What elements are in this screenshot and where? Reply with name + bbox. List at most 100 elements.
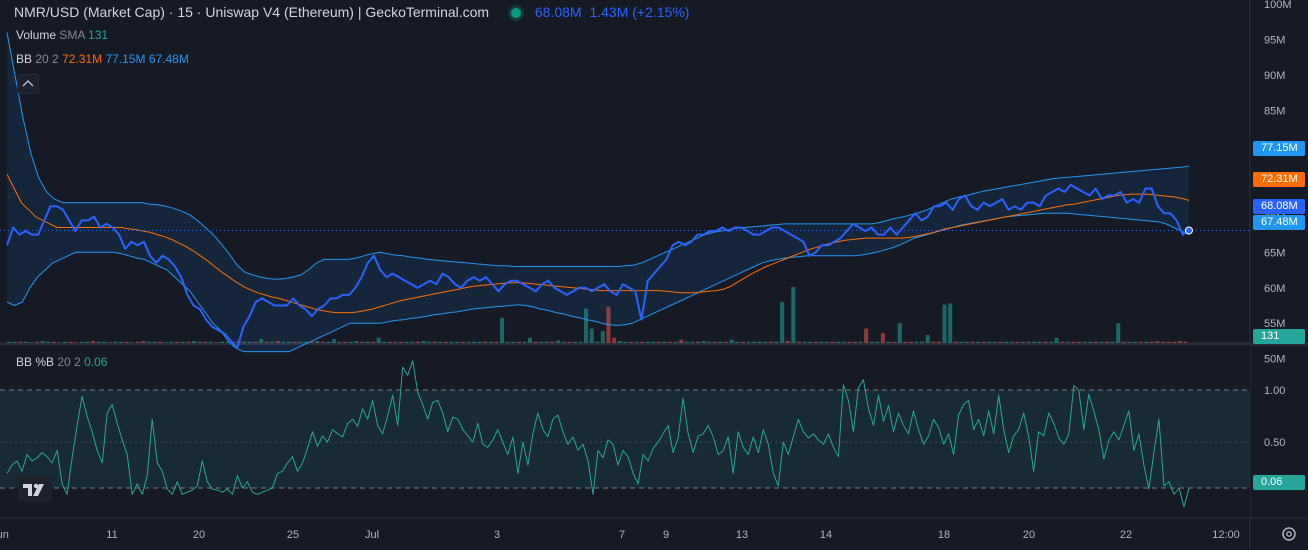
volume-bar[interactable]: [1093, 341, 1098, 343]
volume-bar[interactable]: [1144, 341, 1149, 343]
volume-bar[interactable]: [23, 341, 28, 343]
volume-bar[interactable]: [1121, 341, 1126, 343]
volume-bar[interactable]: [85, 341, 90, 343]
volume-bar[interactable]: [477, 341, 482, 343]
volume-bar[interactable]: [970, 341, 975, 343]
volume-bar[interactable]: [1138, 341, 1143, 343]
market-cap-line[interactable]: [6, 183, 1190, 350]
tradingview-logo[interactable]: [18, 476, 52, 502]
volume-bar[interactable]: [735, 341, 740, 343]
volume-bar[interactable]: [612, 337, 617, 343]
volume-bar[interactable]: [690, 341, 695, 343]
volume-bar[interactable]: [365, 341, 370, 343]
volume-bar[interactable]: [191, 341, 196, 343]
volume-bar[interactable]: [1060, 341, 1065, 343]
volume-bar[interactable]: [724, 341, 729, 343]
volume-bar[interactable]: [163, 342, 168, 343]
volume-bar[interactable]: [281, 341, 286, 343]
volume-bar[interactable]: [12, 341, 17, 343]
volume-bar[interactable]: [79, 341, 84, 343]
volume-bar[interactable]: [449, 341, 454, 343]
volume-bar[interactable]: [309, 341, 314, 343]
volume-bar[interactable]: [595, 341, 600, 343]
volume-bar[interactable]: [948, 303, 953, 343]
volume-bar[interactable]: [354, 341, 359, 343]
volume-bar[interactable]: [640, 341, 645, 343]
volume-bar[interactable]: [864, 328, 869, 344]
volume-bar[interactable]: [438, 341, 443, 343]
volume-bar[interactable]: [824, 341, 829, 343]
volume-bar[interactable]: [460, 341, 465, 343]
volume-bar[interactable]: [275, 341, 280, 343]
volume-bar[interactable]: [1166, 341, 1171, 343]
volume-bar[interactable]: [1043, 341, 1048, 343]
volume-bar[interactable]: [124, 341, 129, 343]
volume-bar[interactable]: [1127, 341, 1132, 343]
volume-bar[interactable]: [544, 341, 549, 343]
volume-bar[interactable]: [528, 337, 533, 343]
volume-bar[interactable]: [1183, 341, 1188, 343]
volume-bar[interactable]: [219, 341, 224, 343]
volume-bar[interactable]: [343, 341, 348, 343]
pctb-line[interactable]: [6, 360, 1190, 508]
volume-bar[interactable]: [74, 342, 79, 343]
volume-bar[interactable]: [472, 341, 477, 343]
bb-legend[interactable]: BB 20 2 72.31M 77.15M 67.48M: [16, 52, 189, 66]
volume-bar[interactable]: [920, 341, 925, 343]
volume-bar[interactable]: [774, 341, 779, 343]
volume-bar[interactable]: [992, 341, 997, 343]
volume-bar[interactable]: [998, 341, 1003, 343]
volume-bar[interactable]: [645, 341, 650, 343]
volume-bar[interactable]: [7, 341, 12, 343]
volume-bar[interactable]: [964, 341, 969, 343]
volume-bar[interactable]: [1110, 341, 1115, 343]
volume-bar[interactable]: [567, 341, 572, 343]
volume-bar[interactable]: [651, 341, 656, 343]
volume-bar[interactable]: [1105, 341, 1110, 343]
volume-bar[interactable]: [886, 341, 891, 343]
volume-bar[interactable]: [539, 341, 544, 343]
volume-bar[interactable]: [130, 342, 135, 343]
volume-bar[interactable]: [757, 341, 762, 343]
volume-bar[interactable]: [1077, 341, 1082, 343]
volume-bar[interactable]: [561, 341, 566, 343]
volume-bar[interactable]: [376, 337, 381, 343]
volume-bar[interactable]: [679, 339, 684, 343]
volume-bar[interactable]: [1155, 341, 1160, 343]
volume-bar[interactable]: [858, 341, 863, 343]
volume-bar[interactable]: [796, 341, 801, 343]
volume-bar[interactable]: [46, 341, 51, 343]
volume-bar[interactable]: [600, 331, 605, 343]
volume-bar[interactable]: [1037, 341, 1042, 343]
volume-bar[interactable]: [147, 341, 152, 343]
volume-bar[interactable]: [320, 341, 325, 343]
last-price-marker[interactable]: [1185, 226, 1193, 235]
volume-bar[interactable]: [1116, 323, 1121, 343]
volume-bar[interactable]: [656, 341, 661, 343]
volume-bar[interactable]: [253, 341, 258, 343]
volume-bar[interactable]: [925, 335, 930, 343]
volume-bar[interactable]: [785, 341, 790, 343]
volume-bar[interactable]: [264, 341, 269, 343]
volume-bar[interactable]: [135, 341, 140, 343]
volume-bar[interactable]: [427, 341, 432, 343]
volume-bar[interactable]: [35, 341, 40, 343]
volume-bar[interactable]: [1161, 341, 1166, 343]
volume-bar[interactable]: [421, 341, 426, 343]
volume-bar[interactable]: [875, 341, 880, 343]
volume-bar[interactable]: [40, 341, 45, 343]
volume-bar[interactable]: [96, 341, 101, 343]
volume-bar[interactable]: [768, 341, 773, 343]
volume-bar[interactable]: [371, 341, 376, 343]
volume-bar[interactable]: [740, 341, 745, 343]
volume-bar[interactable]: [91, 341, 96, 343]
volume-bar[interactable]: [382, 341, 387, 343]
volume-bar[interactable]: [942, 304, 947, 343]
volume-bar[interactable]: [197, 341, 202, 343]
volume-legend[interactable]: Volume SMA 131: [16, 28, 108, 42]
volume-bar[interactable]: [315, 341, 320, 343]
volume-bar[interactable]: [494, 341, 499, 343]
volume-bar[interactable]: [415, 341, 420, 343]
volume-bar[interactable]: [668, 341, 673, 343]
volume-bar[interactable]: [836, 341, 841, 343]
